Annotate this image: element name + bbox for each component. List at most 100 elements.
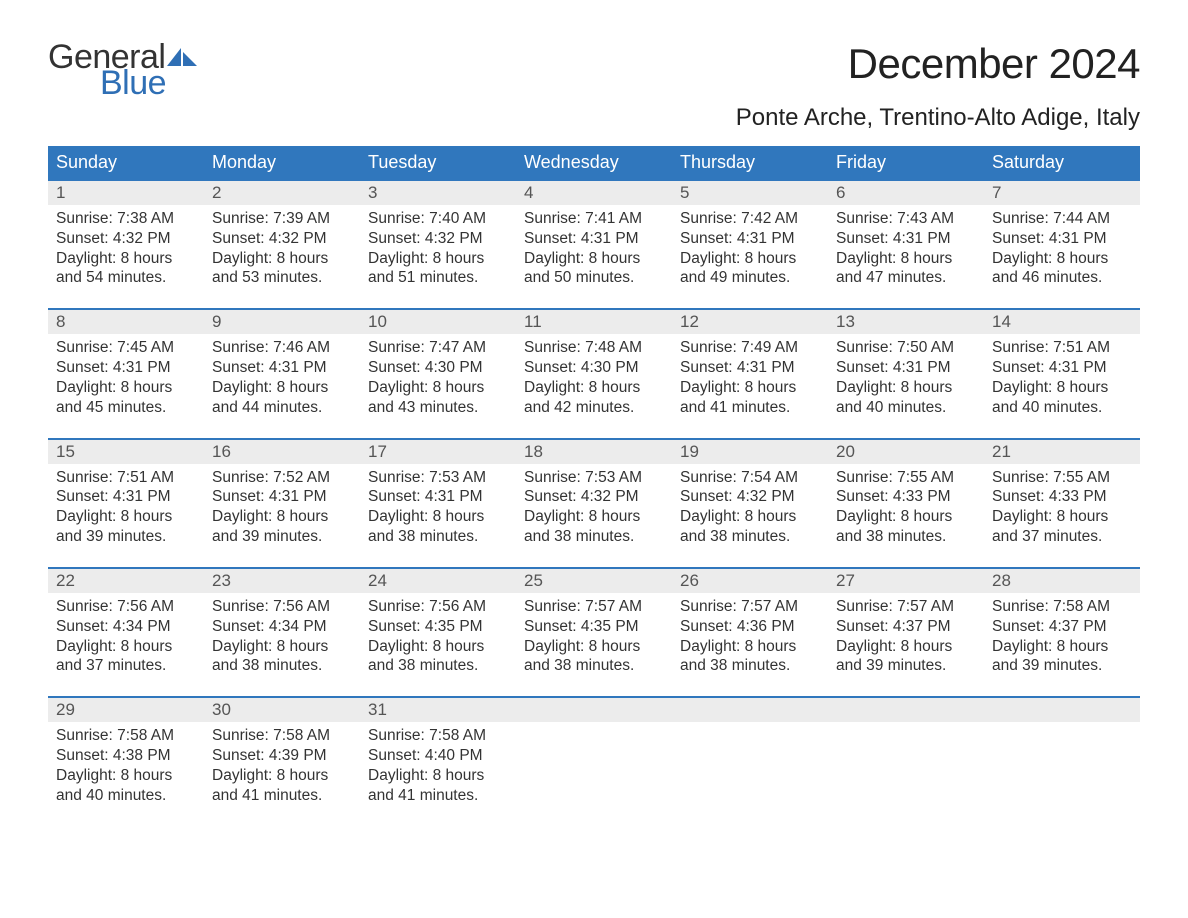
- day-d2: and 38 minutes.: [524, 656, 664, 676]
- day-d2: and 39 minutes.: [56, 527, 196, 547]
- day-d2: and 41 minutes.: [368, 786, 508, 806]
- day-number: 21: [984, 440, 1140, 464]
- day-sunset: Sunset: 4:31 PM: [524, 229, 664, 249]
- day-sunrise: Sunrise: 7:51 AM: [56, 468, 196, 488]
- day-details: Sunrise: 7:41 AMSunset: 4:31 PMDaylight:…: [516, 205, 672, 288]
- calendar-day: 21Sunrise: 7:55 AMSunset: 4:33 PMDayligh…: [984, 440, 1140, 553]
- day-number: 15: [48, 440, 204, 464]
- calendar-day: 18Sunrise: 7:53 AMSunset: 4:32 PMDayligh…: [516, 440, 672, 553]
- calendar-week: 22Sunrise: 7:56 AMSunset: 4:34 PMDayligh…: [48, 567, 1140, 682]
- day-number: 11: [516, 310, 672, 334]
- day-sunrise: Sunrise: 7:49 AM: [680, 338, 820, 358]
- day-sunrise: Sunrise: 7:53 AM: [368, 468, 508, 488]
- day-details: Sunrise: 7:56 AMSunset: 4:35 PMDaylight:…: [360, 593, 516, 676]
- calendar-day: [672, 698, 828, 811]
- day-d2: and 40 minutes.: [992, 398, 1132, 418]
- day-d1: Daylight: 8 hours: [680, 507, 820, 527]
- day-number: 20: [828, 440, 984, 464]
- calendar-day: 7Sunrise: 7:44 AMSunset: 4:31 PMDaylight…: [984, 181, 1140, 294]
- calendar-day: 15Sunrise: 7:51 AMSunset: 4:31 PMDayligh…: [48, 440, 204, 553]
- day-sunset: Sunset: 4:31 PM: [992, 358, 1132, 378]
- day-number: [828, 698, 984, 722]
- day-d2: and 46 minutes.: [992, 268, 1132, 288]
- calendar-day: 10Sunrise: 7:47 AMSunset: 4:30 PMDayligh…: [360, 310, 516, 423]
- page-subtitle: Ponte Arche, Trentino-Alto Adige, Italy: [48, 104, 1140, 132]
- day-d2: and 41 minutes.: [212, 786, 352, 806]
- calendar-day: 29 Sunrise: 7:58 AMSunset: 4:38 PMDayligh…: [48, 698, 204, 811]
- dow-wed: Wednesday: [516, 146, 672, 179]
- day-details: Sunrise: 7:54 AMSunset: 4:32 PMDaylight:…: [672, 464, 828, 547]
- day-of-week-header: Sunday Monday Tuesday Wednesday Thursday…: [48, 146, 1140, 179]
- day-sunrise: Sunrise: 7:52 AM: [212, 468, 352, 488]
- day-d1: Daylight: 8 hours: [524, 637, 664, 657]
- day-sunrise: Sunrise: 7:56 AM: [212, 597, 352, 617]
- day-sunset: Sunset: 4:40 PM: [368, 746, 508, 766]
- header: General Blue December 2024: [48, 40, 1140, 100]
- day-number: 24: [360, 569, 516, 593]
- dow-tue: Tuesday: [360, 146, 516, 179]
- day-sunset: Sunset: 4:31 PM: [680, 229, 820, 249]
- day-d2: and 51 minutes.: [368, 268, 508, 288]
- day-sunrise: Sunrise: 7:50 AM: [836, 338, 976, 358]
- calendar-day: 6Sunrise: 7:43 AMSunset: 4:31 PMDaylight…: [828, 181, 984, 294]
- day-sunset: Sunset: 4:33 PM: [992, 487, 1132, 507]
- day-d1: Daylight: 8 hours: [368, 637, 508, 657]
- day-sunset: Sunset: 4:38 PM: [56, 746, 196, 766]
- day-d2: and 47 minutes.: [836, 268, 976, 288]
- day-details: Sunrise: 7:39 AMSunset: 4:32 PMDaylight:…: [204, 205, 360, 288]
- day-details: Sunrise: 7:55 AMSunset: 4:33 PMDaylight:…: [828, 464, 984, 547]
- day-number: 30: [204, 698, 360, 722]
- day-d2: and 38 minutes.: [524, 527, 664, 547]
- day-sunset: Sunset: 4:31 PM: [368, 487, 508, 507]
- day-sunrise: Sunrise: 7:46 AM: [212, 338, 352, 358]
- calendar-day: 3Sunrise: 7:40 AMSunset: 4:32 PMDaylight…: [360, 181, 516, 294]
- dow-sun: Sunday: [48, 146, 204, 179]
- day-d2: and 53 minutes.: [212, 268, 352, 288]
- day-d1: Daylight: 8 hours: [212, 378, 352, 398]
- day-d1: Daylight: 8 hours: [56, 249, 196, 269]
- weeks-container: 1Sunrise: 7:38 AMSunset: 4:32 PMDaylight…: [48, 179, 1140, 812]
- day-number: 19: [672, 440, 828, 464]
- day-number: 5: [672, 181, 828, 205]
- day-d1: Daylight: 8 hours: [56, 766, 196, 786]
- calendar-day: 31Sunrise: 7:58 AMSunset: 4:40 PMDayligh…: [360, 698, 516, 811]
- day-number: 29: [48, 698, 204, 722]
- day-sunset: Sunset: 4:31 PM: [56, 487, 196, 507]
- day-sunrise: Sunrise: 7:41 AM: [524, 209, 664, 229]
- day-sunset: Sunset: 4:32 PM: [368, 229, 508, 249]
- day-details: Sunrise: 7:47 AMSunset: 4:30 PMDaylight:…: [360, 334, 516, 417]
- day-number: 26: [672, 569, 828, 593]
- day-number: [516, 698, 672, 722]
- dow-fri: Friday: [828, 146, 984, 179]
- calendar-day: 19Sunrise: 7:54 AMSunset: 4:32 PMDayligh…: [672, 440, 828, 553]
- day-number: 2: [204, 181, 360, 205]
- calendar-day: 14 Sunrise: 7:51 AMSunset: 4:31 PMDayligh…: [984, 310, 1140, 423]
- day-number: 14: [984, 310, 1140, 334]
- day-details: Sunrise: 7:57 AMSunset: 4:36 PMDaylight:…: [672, 593, 828, 676]
- day-d1: Daylight: 8 hours: [56, 378, 196, 398]
- day-d2: and 38 minutes.: [368, 656, 508, 676]
- day-number: 9: [204, 310, 360, 334]
- day-sunrise: Sunrise: 7:43 AM: [836, 209, 976, 229]
- day-sunset: Sunset: 4:31 PM: [212, 487, 352, 507]
- day-sunset: Sunset: 4:34 PM: [56, 617, 196, 637]
- day-d1: Daylight: 8 hours: [992, 249, 1132, 269]
- day-sunrise: Sunrise: 7:39 AM: [212, 209, 352, 229]
- day-d2: and 41 minutes.: [680, 398, 820, 418]
- brand-word2: Blue: [100, 66, 197, 100]
- day-sunrise: Sunrise: 7:58 AM: [56, 726, 196, 746]
- day-details: Sunrise: 7:42 AMSunset: 4:31 PMDaylight:…: [672, 205, 828, 288]
- day-sunrise: Sunrise: 7:51 AM: [992, 338, 1132, 358]
- day-sunrise: Sunrise: 7:42 AM: [680, 209, 820, 229]
- calendar-day: 23Sunrise: 7:56 AMSunset: 4:34 PMDayligh…: [204, 569, 360, 682]
- day-sunset: Sunset: 4:31 PM: [212, 358, 352, 378]
- calendar-day: 5Sunrise: 7:42 AMSunset: 4:31 PMDaylight…: [672, 181, 828, 294]
- day-sunrise: Sunrise: 7:58 AM: [212, 726, 352, 746]
- page-title: December 2024: [848, 40, 1140, 88]
- day-sunrise: Sunrise: 7:53 AM: [524, 468, 664, 488]
- calendar-day: 13Sunrise: 7:50 AMSunset: 4:31 PMDayligh…: [828, 310, 984, 423]
- day-sunrise: Sunrise: 7:55 AM: [836, 468, 976, 488]
- day-d2: and 37 minutes.: [992, 527, 1132, 547]
- day-details: Sunrise: 7:53 AMSunset: 4:31 PMDaylight:…: [360, 464, 516, 547]
- day-d1: Daylight: 8 hours: [992, 378, 1132, 398]
